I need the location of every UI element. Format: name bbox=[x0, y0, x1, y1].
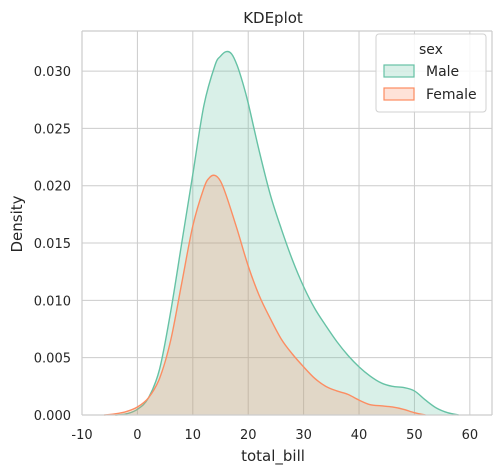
density-area-female bbox=[104, 175, 426, 415]
y-tick-label: 0.005 bbox=[34, 352, 71, 367]
x-tick-label: 60 bbox=[462, 428, 479, 443]
x-axis-label: total_bill bbox=[241, 447, 305, 466]
legend-title: sex bbox=[419, 42, 443, 58]
chart-title: KDEplot bbox=[243, 9, 303, 27]
density-line-female bbox=[104, 174, 426, 416]
legend-swatch-female bbox=[383, 87, 415, 101]
x-tick-label: 30 bbox=[295, 428, 312, 443]
axes bbox=[81, 30, 493, 416]
x-tick-label: 10 bbox=[185, 428, 202, 443]
legend: sex Male Female bbox=[375, 33, 487, 113]
x-tick-label: 0 bbox=[133, 428, 141, 443]
x-tick-label: 20 bbox=[240, 428, 257, 443]
legend-swatch-male bbox=[383, 64, 415, 78]
density-areas bbox=[104, 50, 459, 416]
legend-label-female: Female bbox=[426, 87, 477, 103]
y-tick-label: 0.015 bbox=[34, 237, 71, 252]
x-tick-label: 40 bbox=[351, 428, 368, 443]
y-tick-label: 0.000 bbox=[34, 409, 71, 424]
y-tick-label: 0.025 bbox=[34, 122, 71, 137]
density-area-male bbox=[115, 51, 459, 415]
legend-label-male: Male bbox=[426, 64, 459, 80]
y-tick-label: 0.010 bbox=[34, 294, 71, 309]
x-tick-label: -10 bbox=[71, 428, 92, 443]
x-tick-label: 50 bbox=[406, 428, 423, 443]
y-tick-label: 0.030 bbox=[34, 65, 71, 80]
density-line-male bbox=[115, 50, 459, 416]
y-tick-label: 0.020 bbox=[34, 180, 71, 195]
y-axis-label: Density bbox=[8, 195, 26, 252]
tick-labels: -10 0 10 20 30 40 50 60 0.000 0.005 0.010 0.015 0.02… bbox=[34, 65, 478, 443]
legend-box bbox=[375, 33, 487, 113]
